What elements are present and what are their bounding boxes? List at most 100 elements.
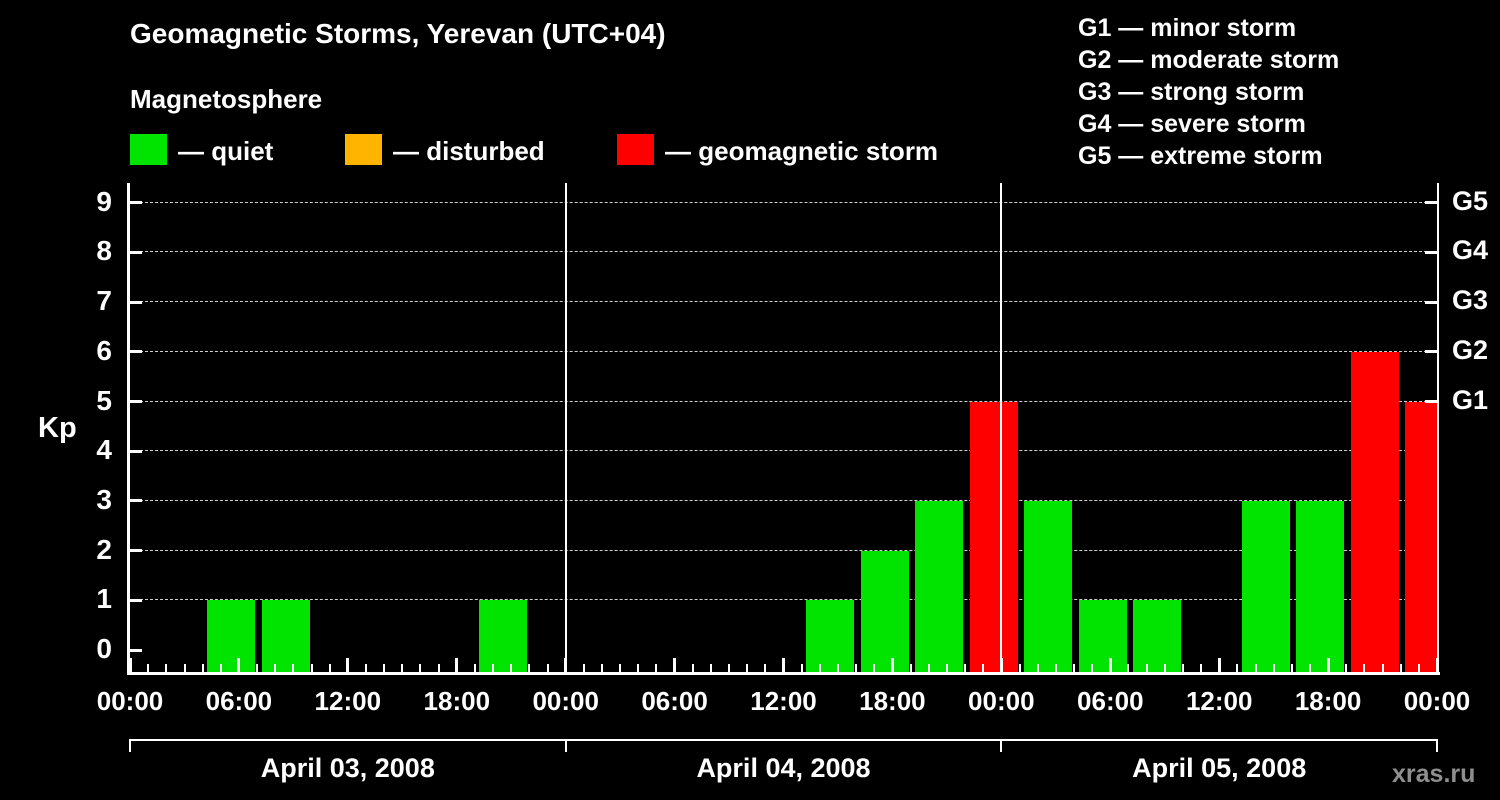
time-tick-label: 00:00: [96, 686, 164, 716]
x-axis-minor-tick: [1145, 664, 1148, 672]
x-axis-minor-tick: [1018, 664, 1021, 672]
x-axis-minor-tick: [1381, 664, 1384, 672]
y-axis-tick: [130, 549, 142, 553]
kp-bar: [1078, 600, 1127, 672]
x-axis-minor-tick: [873, 664, 876, 672]
kp-bar: [1241, 500, 1290, 672]
x-axis-minor-tick: [655, 664, 658, 672]
y-tick-label: 0: [96, 633, 112, 664]
x-axis-minor-tick: [945, 664, 948, 672]
x-axis-minor-tick: [1200, 664, 1202, 672]
x-axis-minor-tick: [964, 664, 966, 672]
x-axis-minor-tick: [818, 664, 821, 672]
kp-bar: [1024, 500, 1073, 672]
watermark: xras.ru: [1392, 760, 1476, 788]
y-tick-label: 7: [96, 285, 112, 317]
g5-scale-label: G5 — extreme storm: [1078, 142, 1323, 170]
x-axis-major-tick: [782, 658, 785, 672]
x-axis-minor-tick: [147, 664, 150, 672]
time-tick-label: 00:00: [968, 686, 1035, 716]
y-tick-label: 4: [96, 434, 112, 466]
x-axis-minor-tick: [1127, 664, 1130, 672]
kp-grid-line: [130, 400, 1437, 402]
x-axis-minor-tick: [927, 664, 930, 672]
x-axis-minor-tick: [1181, 664, 1184, 672]
time-tick-label: 18:00: [1294, 686, 1362, 716]
y-tick-label: 3: [96, 483, 112, 515]
x-axis-minor-tick: [183, 664, 186, 672]
g4-scale-label: G4 — severe storm: [1078, 110, 1306, 138]
x-axis-minor-tick: [365, 664, 367, 672]
x-axis-minor-tick: [419, 664, 422, 672]
x-axis-minor-tick: [601, 664, 603, 672]
y-axis-tick: [130, 400, 142, 403]
x-axis-minor-tick: [528, 664, 531, 672]
g1-scale-label: G1 — minor storm: [1078, 14, 1297, 42]
kp-bar: [479, 600, 528, 672]
x-axis-minor-tick: [1236, 664, 1239, 672]
storm-color-swatch: [617, 134, 654, 165]
day-separator-line: [1000, 183, 1003, 672]
x-axis-major-tick: [890, 658, 894, 672]
storm-scale-legend: G1 — minor storm G2 — moderate storm G3 …: [1078, 12, 1339, 172]
x-axis-minor-tick: [619, 664, 622, 672]
kp-bar: [261, 600, 310, 672]
x-axis-minor-tick: [492, 664, 495, 672]
kp-bar: [860, 550, 909, 672]
x-axis-minor-tick: [909, 664, 912, 672]
x-axis-minor-tick: [292, 664, 295, 672]
y-tick-label: 9: [96, 185, 112, 217]
kp-bar: [207, 600, 256, 672]
time-tick-label: 00:00: [1403, 686, 1471, 716]
x-axis-line: [127, 672, 1440, 675]
time-tick-label: 12:00: [314, 686, 382, 716]
x-axis-minor-tick: [1363, 664, 1366, 672]
x-axis-minor-tick: [746, 664, 749, 672]
x-axis-minor-tick: [855, 664, 858, 672]
y-axis-tick: [130, 201, 142, 205]
x-axis-major-tick: [1108, 658, 1112, 672]
time-tick-label: 00:00: [532, 686, 599, 716]
x-axis-minor-tick: [764, 664, 767, 672]
y-axis-tick: [130, 449, 142, 453]
x-axis-minor-tick: [201, 664, 204, 672]
x-axis-minor-tick: [383, 664, 386, 672]
storm-legend-label: — geomagnetic storm: [665, 136, 939, 166]
y-axis-line: [127, 183, 130, 675]
right-axis-tick: [1425, 300, 1437, 304]
kp-bar: [1296, 500, 1345, 672]
x-axis-minor-tick: [310, 664, 313, 672]
day-separator-line: [564, 183, 567, 672]
x-axis-minor-tick: [256, 664, 259, 672]
x-axis-minor-tick: [728, 664, 730, 672]
disturbed-legend-label: — disturbed: [393, 136, 545, 166]
x-axis-minor-tick: [1036, 664, 1039, 672]
y-axis-tick: [130, 350, 142, 354]
date-axis-tick: [564, 739, 567, 752]
x-axis-minor-tick: [437, 664, 440, 672]
right-axis-line: [1437, 183, 1439, 672]
disturbed-color-swatch: [345, 134, 382, 165]
x-axis-minor-tick: [1290, 664, 1293, 672]
right-axis-tick: [1425, 350, 1437, 354]
x-axis-minor-tick: [328, 664, 331, 672]
x-axis-minor-tick: [274, 664, 277, 672]
page-title: Geomagnetic Storms, Yerevan (UTC+04): [130, 18, 666, 49]
date-axis-tick: [1436, 739, 1438, 752]
y-tick-label: 6: [96, 334, 112, 366]
x-axis-minor-tick: [837, 664, 839, 672]
y-axis-tick: [130, 648, 142, 652]
y-axis-tick: [130, 250, 142, 254]
x-axis-minor-tick: [691, 664, 694, 672]
x-axis-major-tick: [673, 658, 677, 672]
x-axis-major-tick: [564, 658, 568, 672]
kp-bar: [1405, 401, 1437, 672]
y-tick-label: 5: [96, 384, 112, 416]
kp-grid-line: [130, 450, 1437, 452]
x-axis-minor-tick: [1163, 664, 1166, 672]
x-axis-minor-tick: [709, 664, 712, 672]
x-axis-minor-tick: [510, 664, 513, 672]
time-tick-label: 12:00: [1185, 686, 1253, 716]
time-tick-label: 06:00: [641, 686, 708, 716]
kp-bar: [806, 600, 855, 672]
